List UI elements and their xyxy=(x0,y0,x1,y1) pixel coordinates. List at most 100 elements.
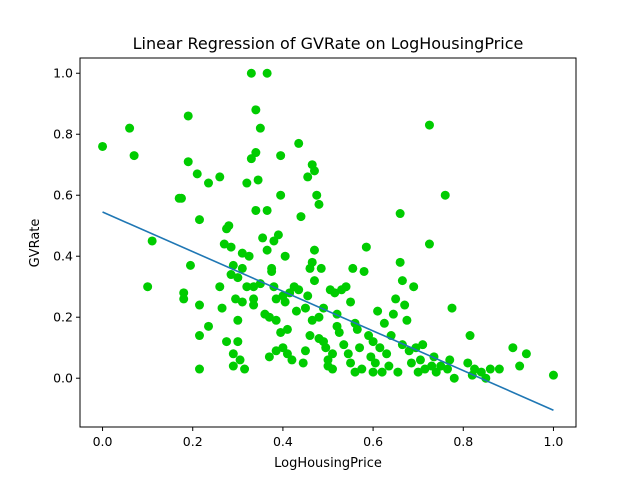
data-point-47 xyxy=(249,300,259,310)
data-point-41 xyxy=(242,282,252,292)
data-point-50 xyxy=(251,148,261,158)
data-point-134 xyxy=(373,306,383,316)
data-point-151 xyxy=(406,358,416,368)
data-point-170 xyxy=(465,331,475,341)
data-point-157 xyxy=(420,364,430,374)
data-point-141 xyxy=(388,309,398,319)
data-point-65 xyxy=(271,294,281,304)
x-tick-label-5: 1.0 xyxy=(544,434,564,449)
data-point-54 xyxy=(258,233,268,243)
data-point-128 xyxy=(361,242,371,252)
data-point-21 xyxy=(217,303,227,313)
data-point-87 xyxy=(300,346,310,356)
data-point-60 xyxy=(264,312,274,322)
data-point-62 xyxy=(267,266,277,276)
data-point-95 xyxy=(309,166,319,176)
data-point-117 xyxy=(341,282,351,292)
data-point-31 xyxy=(231,294,241,304)
data-point-142 xyxy=(391,294,401,304)
y-tick-label-2: 0.4 xyxy=(53,249,73,264)
y-axis-label: GVRate xyxy=(28,219,43,268)
data-point-111 xyxy=(330,288,340,298)
data-point-25 xyxy=(224,221,234,231)
data-point-175 xyxy=(485,364,495,374)
y-axis-ticks: 0.0 0.2 0.4 0.6 0.8 1.0 xyxy=(53,66,80,386)
data-point-75 xyxy=(280,297,290,307)
data-point-12 xyxy=(192,169,202,179)
y-tick-label-4: 0.8 xyxy=(53,127,73,142)
data-point-139 xyxy=(384,361,394,371)
data-point-123 xyxy=(350,367,360,377)
data-point-11 xyxy=(185,260,195,270)
data-point-45 xyxy=(249,282,259,292)
data-point-176 xyxy=(494,364,504,374)
data-point-166 xyxy=(445,355,455,365)
data-point-96 xyxy=(309,245,319,255)
data-point-167 xyxy=(447,303,457,313)
data-point-154 xyxy=(413,367,423,377)
data-point-105 xyxy=(321,343,331,353)
data-point-152 xyxy=(409,282,419,292)
data-point-83 xyxy=(294,285,304,295)
data-point-158 xyxy=(424,120,434,130)
data-point-24 xyxy=(222,337,232,347)
data-point-131 xyxy=(368,337,378,347)
data-point-84 xyxy=(296,212,306,222)
data-point-69 xyxy=(276,151,286,161)
data-point-136 xyxy=(377,367,387,377)
data-point-143 xyxy=(393,367,403,377)
data-point-16 xyxy=(194,364,204,374)
data-point-116 xyxy=(339,340,349,350)
data-point-49 xyxy=(251,205,261,215)
data-point-56 xyxy=(262,68,272,78)
data-point-135 xyxy=(375,343,385,353)
x-axis-label: LogHousingPrice xyxy=(274,456,382,471)
data-point-14 xyxy=(194,300,204,310)
data-point-27 xyxy=(226,242,236,252)
data-point-43 xyxy=(246,68,256,78)
data-point-30 xyxy=(228,361,238,371)
data-point-159 xyxy=(424,239,434,249)
data-point-86 xyxy=(300,303,310,313)
scatter-points xyxy=(98,68,558,383)
data-point-164 xyxy=(440,190,450,200)
data-point-51 xyxy=(253,175,263,185)
chart-title: Linear Regression of GVRate on LogHousin… xyxy=(133,34,524,53)
data-point-137 xyxy=(379,318,389,328)
data-point-34 xyxy=(233,337,243,347)
y-tick-label-1: 0.2 xyxy=(53,310,73,325)
data-point-132 xyxy=(368,367,378,377)
data-point-18 xyxy=(204,321,214,331)
data-point-67 xyxy=(271,346,281,356)
data-point-71 xyxy=(276,327,286,337)
x-tick-label-0: 0.0 xyxy=(93,434,113,449)
regression-line-layer xyxy=(102,211,554,411)
data-point-120 xyxy=(346,358,356,368)
data-point-70 xyxy=(276,190,286,200)
y-tick-label-5: 1.0 xyxy=(53,66,73,81)
data-point-39 xyxy=(240,364,250,374)
y-tick-label-3: 0.6 xyxy=(53,188,73,203)
data-point-10 xyxy=(183,157,193,167)
data-point-42 xyxy=(244,251,254,261)
data-point-85 xyxy=(298,358,308,368)
data-point-52 xyxy=(255,123,265,133)
data-point-156 xyxy=(418,340,428,350)
data-point-89 xyxy=(303,172,313,182)
data-point-114 xyxy=(334,327,344,337)
data-point-81 xyxy=(291,306,301,316)
plot-area-frame xyxy=(79,57,577,428)
data-point-174 xyxy=(481,373,491,383)
data-point-22 xyxy=(219,239,229,249)
y-tick-label-0: 0.0 xyxy=(53,371,73,386)
data-point-180 xyxy=(548,370,558,380)
data-point-138 xyxy=(382,349,392,359)
x-axis-ticks: 0.0 0.2 0.4 0.6 0.8 1.0 xyxy=(93,427,564,449)
data-point-119 xyxy=(346,297,356,307)
data-point-29 xyxy=(228,349,238,359)
x-tick-label-2: 0.4 xyxy=(273,434,293,449)
x-tick-label-1: 0.2 xyxy=(183,434,203,449)
data-point-33 xyxy=(233,315,243,325)
data-point-17 xyxy=(204,178,214,188)
